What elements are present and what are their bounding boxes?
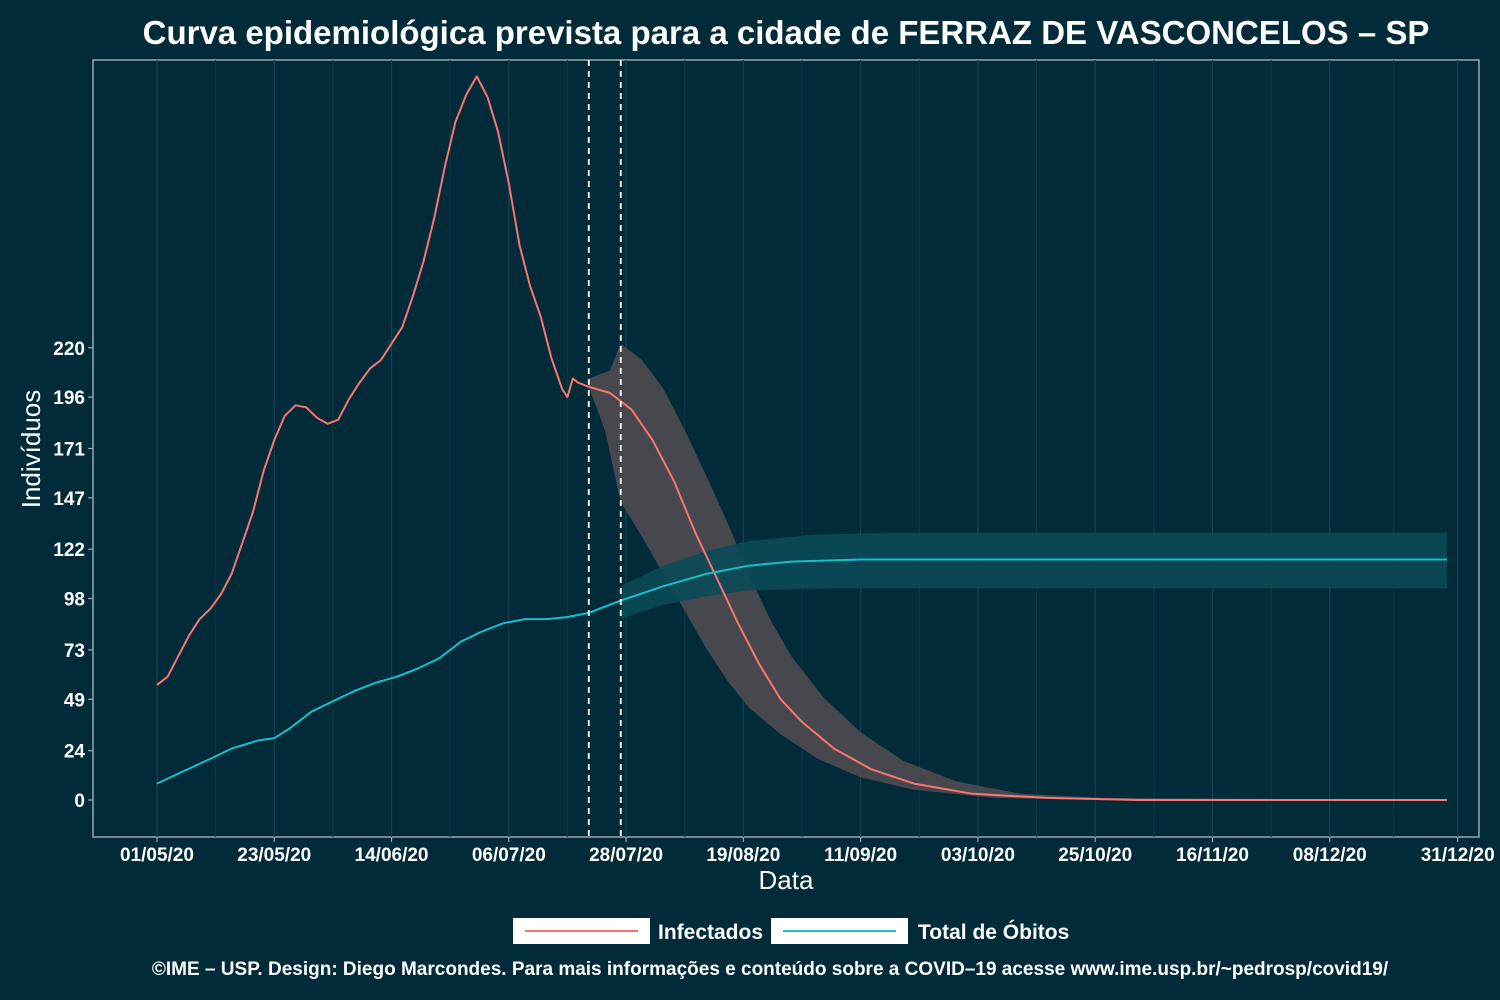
series-line-obitos-observed	[156, 611, 589, 785]
x-tick-label: 08/12/20	[1293, 845, 1367, 866]
caption: ©IME – USP. Design: Diego Marcondes. Par…	[152, 959, 1389, 980]
y-tick-label: 220	[53, 339, 85, 360]
y-tick-label: 171	[53, 440, 85, 461]
series-line-infectados-observed	[156, 75, 590, 686]
chart-title: Curva epidemiológica prevista para a cid…	[143, 14, 1430, 51]
y-tick-label: 98	[64, 590, 85, 611]
legend: Infectados Total de Óbitos	[513, 918, 1069, 944]
x-tick-label: 14/06/20	[355, 845, 429, 866]
x-tick-label: 06/07/20	[472, 845, 546, 866]
x-tick-label: 31/12/20	[1421, 845, 1495, 866]
plot-area: 0 24 49 73 98 122 147 171 196 220 01/05/20 23/05/20…	[53, 59, 1495, 866]
x-tick-label: 23/05/20	[237, 845, 311, 866]
x-tick-label: 28/07/20	[589, 845, 663, 866]
x-tick-label: 16/11/20	[1176, 845, 1249, 866]
x-tick-label: 01/05/20	[120, 845, 194, 866]
confidence-band-obitos	[620, 532, 1447, 620]
legend-label-infectados: Infectados	[658, 921, 763, 944]
series-line-obitos-forecast	[588, 558, 1447, 614]
x-tick-label: 25/10/20	[1058, 845, 1132, 866]
x-tick-label: 03/10/20	[941, 845, 1015, 866]
y-tick-label: 0	[74, 791, 85, 812]
x-axis-label: Data	[759, 865, 814, 895]
y-tick-label: 122	[53, 540, 85, 561]
y-tick-label: 196	[53, 388, 85, 409]
series-line-infectados-forecast	[588, 385, 1447, 801]
y-axis-label: Indivíduos	[16, 390, 46, 509]
x-tick-label: 11/09/20	[824, 845, 897, 866]
y-tick-label: 147	[53, 489, 85, 510]
x-tick-label: 19/08/20	[706, 845, 780, 866]
y-tick-label: 49	[64, 690, 85, 711]
y-tick-label: 24	[64, 742, 86, 763]
confidence-band-infectados	[588, 343, 1447, 800]
legend-label-obitos: Total de Óbitos	[918, 920, 1069, 944]
y-tick-label: 73	[64, 641, 85, 662]
